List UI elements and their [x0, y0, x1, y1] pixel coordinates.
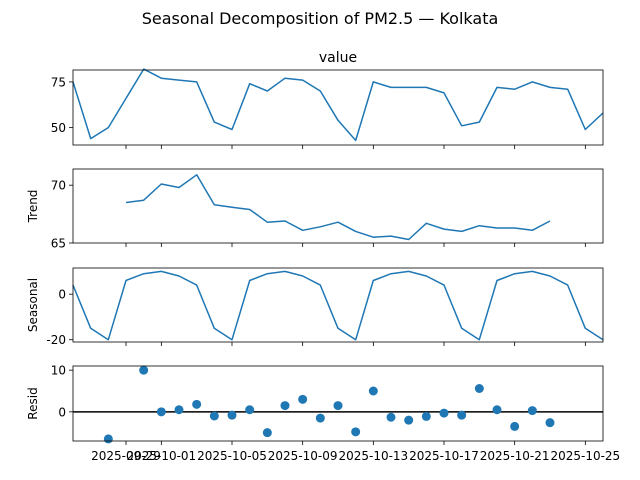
xtick-label: 2025-10-17	[409, 449, 479, 463]
resid-point	[315, 413, 325, 423]
xtick-label: 2025-09-29	[91, 449, 161, 463]
resid-point	[457, 410, 467, 420]
xtick-label: 2025-10-13	[338, 449, 408, 463]
resid-point	[209, 411, 219, 421]
xtick-label: 2025-10-09	[268, 449, 338, 463]
resid-point	[139, 365, 149, 375]
resid-panel: 0 10 Resid	[26, 364, 604, 445]
seasonal-ytick-label: 0	[58, 288, 66, 302]
resid-point	[280, 401, 290, 411]
resid-point	[156, 407, 166, 417]
seasonal-series-line	[72, 270, 604, 341]
resid-point	[103, 434, 113, 444]
resid-ytick-label: 0	[58, 405, 66, 419]
resid-point	[351, 427, 361, 437]
resid-point	[545, 418, 555, 428]
trend-series-line	[125, 174, 551, 241]
seasonal-frame	[72, 267, 604, 343]
resid-point	[474, 384, 484, 393]
trend-ylabel: Trend	[26, 190, 40, 224]
xtick-label: 2025-10-01	[126, 449, 196, 463]
resid-point	[227, 410, 237, 420]
resid-point	[404, 415, 414, 425]
trend-frame	[72, 168, 604, 244]
resid-point	[298, 394, 308, 404]
trend-ytick-label: 65	[51, 237, 66, 251]
resid-point	[510, 421, 520, 431]
observed-ytick-label: 75	[51, 75, 66, 89]
resid-ylabel: Resid	[26, 387, 40, 419]
xtick-label: 2025-10-25	[550, 449, 620, 463]
figure-title: Seasonal Decomposition of PM2.5 — Kolkat…	[142, 9, 499, 28]
resid-point	[368, 386, 378, 396]
resid-point	[439, 408, 449, 418]
resid-point	[527, 406, 537, 416]
resid-point	[174, 405, 184, 415]
observed-series-line	[72, 68, 604, 142]
resid-point	[492, 405, 502, 415]
trend-panel: 65 70 Trend	[26, 168, 604, 251]
resid-point	[245, 405, 255, 415]
seasonal-panel: -20 0 Seasonal	[26, 267, 604, 347]
seasonal-ytick-label: -20	[46, 333, 66, 347]
observed-panel-title: value	[319, 50, 357, 66]
resid-ytick-label: 10	[51, 364, 66, 378]
trend-ytick-label: 70	[51, 179, 66, 193]
seasonal-ylabel: Seasonal	[26, 278, 40, 332]
resid-point	[333, 401, 343, 411]
observed-frame	[72, 69, 604, 146]
xtick-label: 2025-10-21	[480, 449, 550, 463]
resid-point	[421, 411, 431, 421]
xtick-label: 2025-10-05	[197, 449, 267, 463]
observed-ytick-label: 50	[51, 121, 66, 135]
resid-point	[262, 428, 272, 438]
panels: 50 75 65 70 Trend -20 0 Seasonal 0 10 Resid 2025-09…	[26, 68, 620, 463]
resid-point	[192, 399, 202, 409]
resid-frame	[72, 365, 604, 442]
observed-panel: 50 75	[51, 68, 604, 149]
resid-point	[386, 412, 396, 422]
